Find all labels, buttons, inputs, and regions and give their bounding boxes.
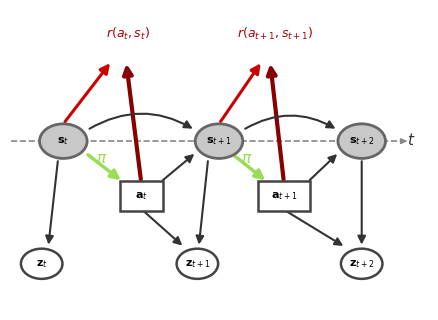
Text: $\mathbf{a}_t$: $\mathbf{a}_t$ (135, 190, 148, 202)
Circle shape (341, 249, 382, 279)
Text: $\mathbf{z}_{t+1}$: $\mathbf{z}_{t+1}$ (185, 258, 210, 270)
Text: $r(a_t, s_t)$: $r(a_t, s_t)$ (106, 26, 150, 42)
Circle shape (21, 249, 63, 279)
Circle shape (39, 124, 87, 158)
Text: $\pi$: $\pi$ (95, 151, 107, 166)
FancyBboxPatch shape (258, 181, 310, 211)
Text: $\mathbf{z}_{t+2}$: $\mathbf{z}_{t+2}$ (349, 258, 374, 270)
Text: $\pi$: $\pi$ (241, 151, 253, 166)
Text: $\mathbf{z}_t$: $\mathbf{z}_t$ (36, 258, 48, 270)
Text: $\mathbf{s}_{t+2}$: $\mathbf{s}_{t+2}$ (349, 135, 374, 147)
FancyBboxPatch shape (120, 181, 163, 211)
Text: $r(a_{t+1}, s_{t+1})$: $r(a_{t+1}, s_{t+1})$ (237, 26, 314, 42)
Circle shape (338, 124, 385, 158)
Circle shape (195, 124, 243, 158)
Circle shape (177, 249, 218, 279)
Text: $t$: $t$ (407, 132, 416, 148)
Text: $\mathbf{a}_{t+1}$: $\mathbf{a}_{t+1}$ (271, 190, 297, 202)
Text: $\mathbf{s}_{t+1}$: $\mathbf{s}_{t+1}$ (206, 135, 232, 147)
Text: $\mathbf{s}_t$: $\mathbf{s}_t$ (57, 135, 69, 147)
